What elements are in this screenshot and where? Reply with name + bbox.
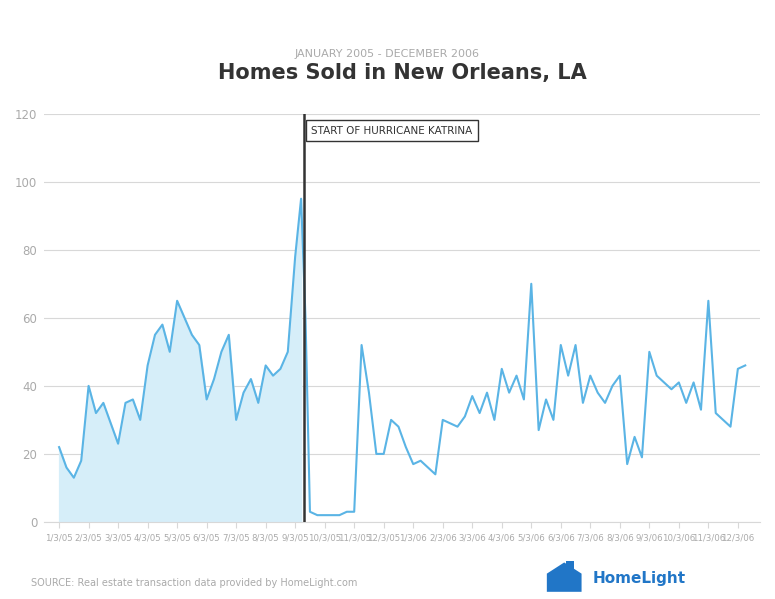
Text: JANUARY 2005 - DECEMBER 2006: JANUARY 2005 - DECEMBER 2006 xyxy=(295,49,480,59)
Title: Homes Sold in New Orleans, LA: Homes Sold in New Orleans, LA xyxy=(218,63,587,83)
Polygon shape xyxy=(547,562,581,592)
Text: SOURCE: Real estate transaction data provided by HomeLight.com: SOURCE: Real estate transaction data pro… xyxy=(31,578,357,588)
Text: START OF HURRICANE KATRINA: START OF HURRICANE KATRINA xyxy=(304,126,473,135)
Text: HomeLight: HomeLight xyxy=(592,571,686,586)
Bar xyxy=(567,561,574,571)
